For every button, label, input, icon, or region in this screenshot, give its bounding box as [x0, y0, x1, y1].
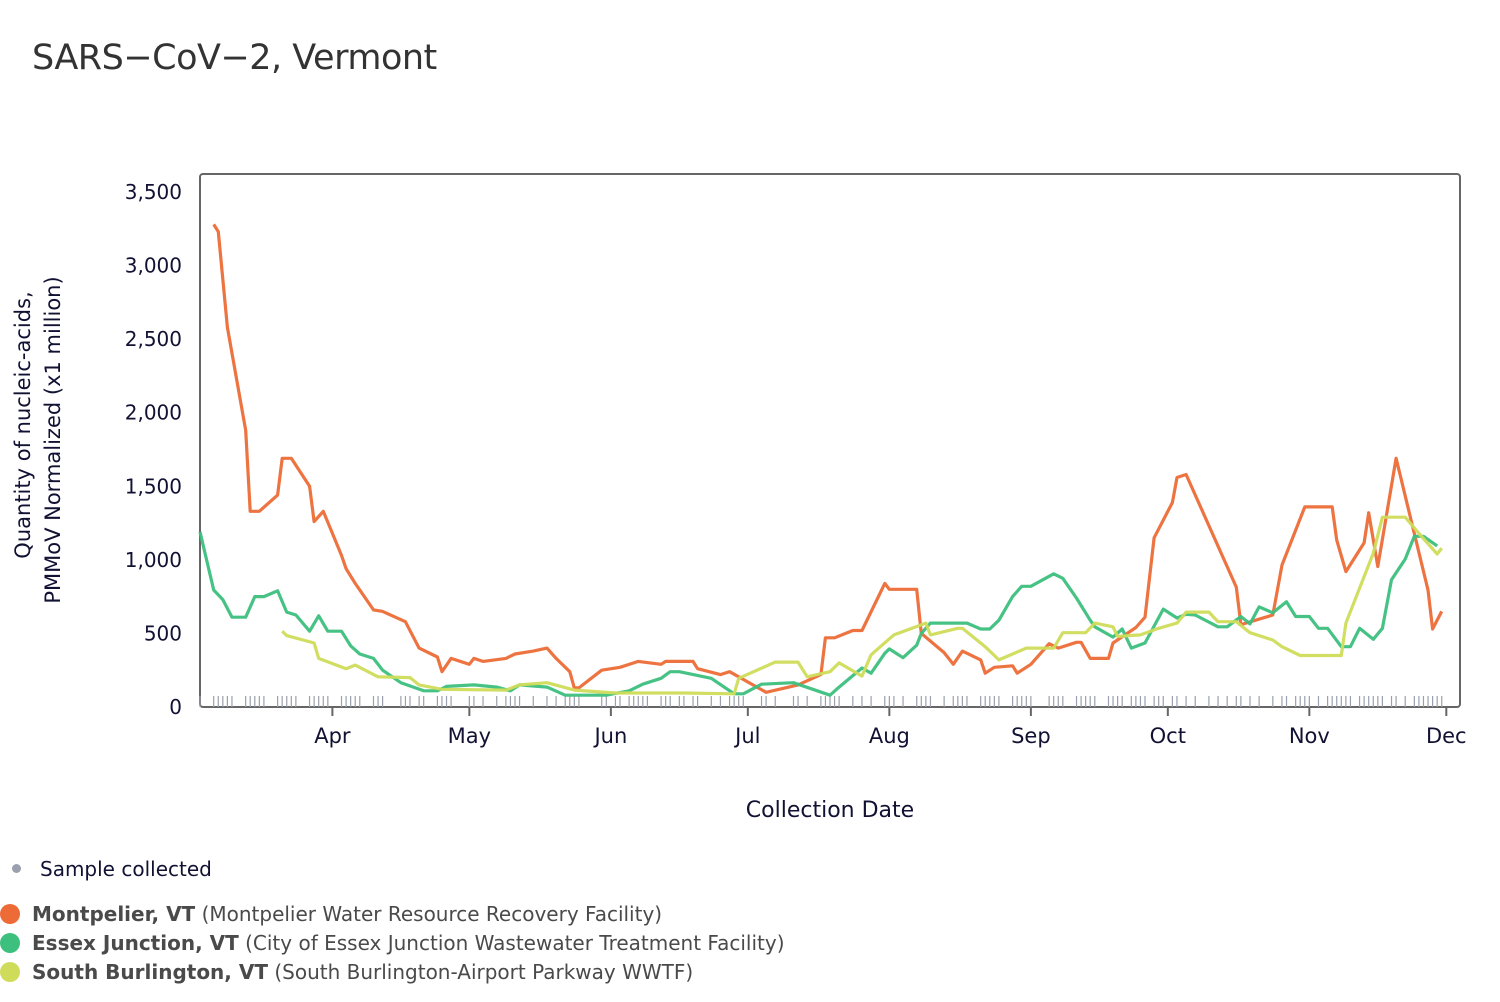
legend-sample-collected: Sample collected [12, 857, 212, 881]
sample-rug [199, 696, 1443, 707]
x-tick-label: Apr [314, 724, 351, 748]
chart-title: SARS−CoV−2, Vermont [32, 38, 437, 78]
legend-facility: (Montpelier Water Resource Recovery Faci… [201, 902, 663, 926]
y-tick-label: 2,000 [125, 401, 182, 425]
sample-dot-icon [12, 864, 21, 873]
legend-item-essex-junction[interactable]: Essex Junction, VT (City of Essex Juncti… [0, 931, 785, 955]
x-tick-label: Jul [733, 724, 760, 748]
legend-dot-icon [0, 904, 20, 924]
x-axis-label: Collection Date [746, 798, 914, 823]
y-tick-label: 3,500 [125, 180, 182, 204]
legend-item-montpelier[interactable]: Montpelier, VT (Montpelier Water Resourc… [0, 902, 662, 926]
legend-series-name: Essex Junction, VT [32, 931, 239, 955]
x-axis: Apr May Jun Jul Aug Sep Oct Nov Dec [314, 707, 1467, 748]
legend-facility: (City of Essex Junction Wastewater Treat… [245, 931, 785, 955]
legend-item-south-burlington[interactable]: South Burlington, VT (South Burlington-A… [0, 960, 693, 984]
x-tick-label: Dec [1426, 724, 1467, 748]
legend-series-name: South Burlington, VT [32, 960, 268, 984]
y-tick-label: 2,500 [125, 327, 182, 351]
x-tick-label: May [448, 724, 491, 748]
x-tick-label: Aug [869, 724, 910, 748]
series-line-essex-junction-vt[interactable] [198, 531, 1439, 697]
y-tick-label: 0 [169, 695, 182, 719]
x-tick-label: Sep [1011, 724, 1051, 748]
plot-frame [199, 173, 1461, 708]
series-lines [198, 223, 1444, 697]
legend-facility: (South Burlington-Airport Parkway WWTF) [274, 960, 694, 984]
y-tick-label: 1,000 [125, 548, 182, 572]
legend-series-name: Montpelier, VT [32, 902, 196, 926]
legend-dot-icon [0, 962, 20, 982]
x-tick-label: Nov [1289, 724, 1330, 748]
sample-legend-label: Sample collected [40, 857, 212, 881]
y-tick-label: 1,500 [125, 474, 182, 498]
y-tick-label: 3,000 [125, 254, 182, 278]
y-axis-label-line2: PMMoV Normalized (x1 million) [41, 276, 65, 603]
y-axis-label-line1: Quantity of nucleic-acids, [11, 291, 35, 558]
series-line-south-burlington-vt[interactable] [281, 515, 1443, 696]
y-tick-label: 500 [144, 621, 182, 645]
legend-dot-icon [0, 933, 20, 953]
x-tick-label: Jun [592, 724, 627, 748]
x-tick-label: Oct [1150, 724, 1186, 748]
series-line-montpelier-vt[interactable] [212, 223, 1444, 694]
y-axis: 0 500 1,000 1,500 2,000 2,500 3,000 3,500 [125, 180, 182, 719]
